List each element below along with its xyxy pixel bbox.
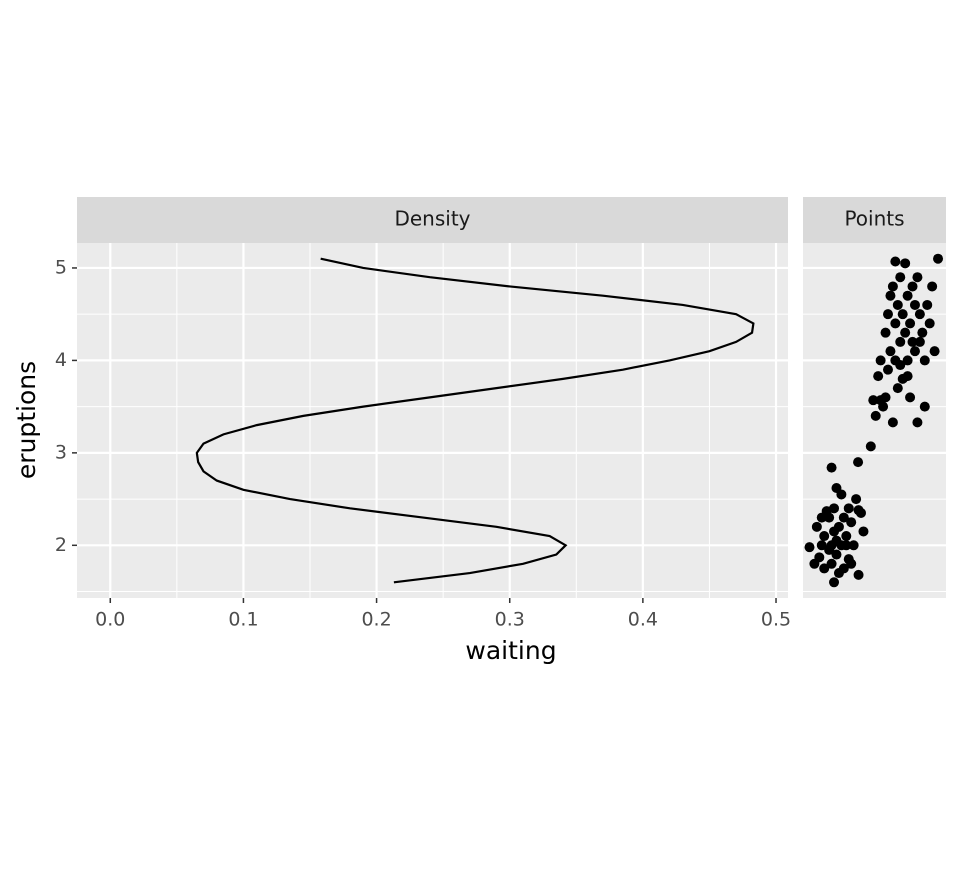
point [907,281,918,292]
point [933,253,944,264]
point [838,563,849,574]
point [858,526,869,537]
point [846,517,857,528]
strip-background [803,197,946,243]
y-tick-label: 4 [55,349,67,371]
y-tick-label: 2 [55,534,67,556]
point [819,531,830,542]
point [902,371,913,382]
point [929,346,940,357]
point [892,299,903,310]
point [882,364,893,375]
density-line [195,257,755,584]
point [905,318,916,329]
strip-label: Density [394,207,470,231]
point [914,309,925,320]
y-tick-label: 3 [55,441,67,463]
point [909,346,920,357]
point [890,318,901,329]
point [829,503,840,514]
point [841,531,852,542]
point [846,558,857,569]
point [851,494,862,505]
x-tick-label: 0.5 [761,609,791,631]
x-tick-label: 0.0 [95,609,125,631]
point [912,272,923,283]
x-axis-title: waiting [465,636,556,665]
point [897,309,908,320]
point [917,327,928,338]
point [919,401,930,412]
point [909,299,920,310]
point [841,540,852,551]
point [811,521,822,532]
strip-label: Points [844,207,904,231]
point [816,540,827,551]
point [853,457,864,468]
point [804,542,815,553]
point [880,327,891,338]
point [905,392,916,403]
x-tick-label: 0.4 [628,609,658,631]
point [887,281,898,292]
point [900,327,911,338]
point [882,309,893,320]
point [868,395,879,406]
point [912,417,923,428]
point [875,355,886,366]
x-tick-label: 0.3 [495,609,525,631]
point [895,360,906,371]
point [907,336,918,347]
point [902,355,913,366]
point [826,558,837,569]
point [831,549,842,560]
point [885,290,896,301]
point [826,462,837,473]
point [895,336,906,347]
point [865,441,876,452]
point [873,371,884,382]
panel-background [77,243,788,598]
y-tick-label: 5 [55,256,67,278]
point [902,290,913,301]
point [848,540,859,551]
point [892,383,903,394]
point [856,507,867,518]
point [853,569,864,580]
point [924,318,935,329]
point [870,410,881,421]
point [885,346,896,357]
point [836,489,847,500]
point [914,336,925,347]
x-tick-label: 0.1 [228,609,258,631]
point [816,512,827,523]
point [887,417,898,428]
x-tick-label: 0.2 [361,609,391,631]
point [895,272,906,283]
point [900,258,911,269]
point [875,395,886,406]
strip-background [77,197,788,243]
point [890,256,901,267]
point [922,299,933,310]
y-axis-title: eruptions [12,361,41,479]
point [927,281,938,292]
point [814,552,825,563]
point [819,563,830,574]
point [843,503,854,514]
point [829,577,840,588]
point [824,512,835,523]
point [838,512,849,523]
point [833,521,844,532]
point [919,355,930,366]
